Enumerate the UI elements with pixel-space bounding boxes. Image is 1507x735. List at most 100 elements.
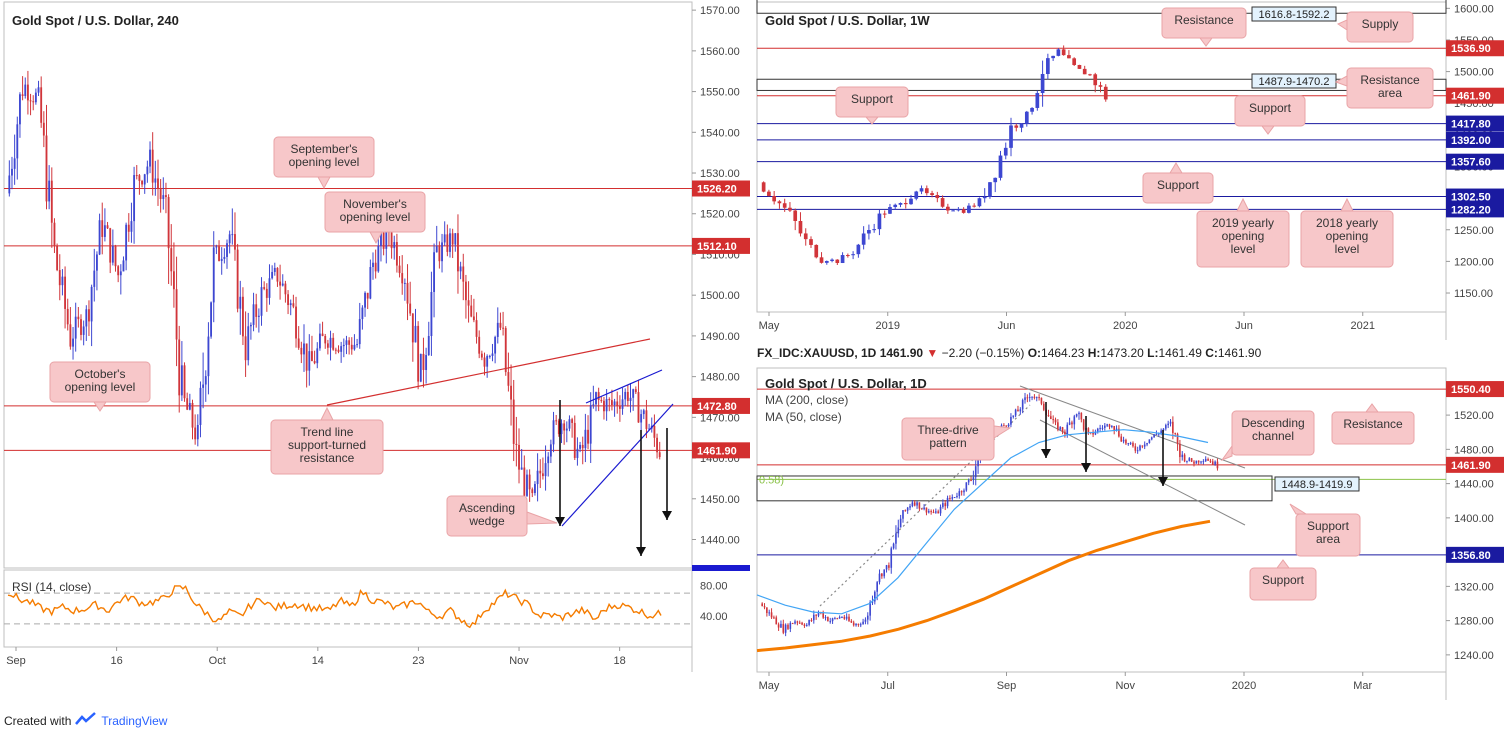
w1-ytick-label: 1200.00 xyxy=(1454,256,1494,268)
w1-level-tag xyxy=(1446,131,1504,148)
w1-candle xyxy=(867,230,871,234)
h4-candle xyxy=(382,232,385,249)
h4-candle xyxy=(98,220,101,255)
h4-xtick-label: Oct xyxy=(209,655,226,667)
d1-candle xyxy=(817,612,820,616)
h4-candle xyxy=(334,349,337,351)
h4-candle xyxy=(311,351,313,361)
h4-candle xyxy=(292,303,295,307)
h4-note-trend-text: resistance xyxy=(300,451,355,465)
h4-candle xyxy=(499,322,502,328)
d1-candle xyxy=(815,614,817,616)
h4-candle xyxy=(125,224,128,261)
h4-candle xyxy=(409,303,412,314)
w1-note-2018-text: opening xyxy=(1326,229,1369,243)
h4-candle xyxy=(337,349,340,352)
d1-candle xyxy=(1146,442,1148,445)
w1-candle xyxy=(1014,125,1019,128)
h4-candle xyxy=(236,249,239,309)
d1-candle xyxy=(1040,397,1043,404)
d1-candle xyxy=(1153,434,1155,438)
w1-candle xyxy=(1082,68,1087,75)
d1-candle xyxy=(812,614,815,621)
h4-candle xyxy=(483,357,486,367)
h4-candle xyxy=(93,270,96,287)
d1-three-drive-line xyxy=(819,404,1031,607)
w1-candle xyxy=(1093,74,1098,86)
h4-candle xyxy=(329,337,332,348)
h4-candle xyxy=(133,175,136,222)
h4-candle xyxy=(475,320,478,337)
h4-candle xyxy=(114,245,117,267)
h4-candle xyxy=(202,384,205,388)
h4-candle xyxy=(69,324,72,347)
h4-candle xyxy=(446,234,449,252)
w1-candle xyxy=(946,206,950,211)
w1-note-support2-text: Support xyxy=(1249,101,1292,115)
w1-candle xyxy=(988,182,992,197)
d1-xtick-label: Mar xyxy=(1353,680,1372,692)
h4-arrow-head xyxy=(636,547,646,556)
h4-candle xyxy=(422,353,425,370)
d1-arrow-head xyxy=(1081,463,1091,472)
d1-fib-label: 0.58) xyxy=(759,474,784,486)
d1-candle xyxy=(1113,425,1116,431)
d1-level-tag xyxy=(1446,546,1504,563)
d1-candle xyxy=(1148,439,1151,443)
w1-candle xyxy=(851,254,855,256)
tradingview-logo-icon[interactable] xyxy=(75,712,97,729)
d1-candle xyxy=(1071,422,1073,425)
h4-candle xyxy=(249,324,252,327)
h4-candle xyxy=(605,399,608,412)
w1-note-support2-box xyxy=(1234,95,1306,127)
w1-note-2019-text: level xyxy=(1231,242,1256,256)
d1-candle xyxy=(930,511,932,513)
h4-candle xyxy=(226,243,228,257)
w1-level-value: 1417.80 xyxy=(1451,119,1491,131)
d1-candle xyxy=(805,624,808,627)
w1-xtick-label: Jun xyxy=(1235,320,1253,332)
h4-candle xyxy=(518,444,520,470)
d1-note-channel-box xyxy=(1231,410,1315,456)
d1-candle xyxy=(827,617,829,622)
d1-candle xyxy=(1054,419,1057,423)
h4-candle xyxy=(507,372,510,386)
d1-candle xyxy=(1211,461,1214,465)
d1-candle xyxy=(796,621,799,623)
h4-candle xyxy=(459,266,462,272)
w1-note-support1-text: Support xyxy=(851,92,894,106)
d1-candle xyxy=(801,622,803,625)
d1-symbol-bar-part: L: xyxy=(1144,346,1159,360)
w1-candle xyxy=(993,177,998,183)
h4-wedge-upper xyxy=(585,369,663,404)
h4-candle xyxy=(170,248,173,272)
d1-candle xyxy=(852,622,855,626)
d1-candle xyxy=(834,618,836,620)
d1-candle xyxy=(1115,428,1118,431)
h4-candle xyxy=(642,410,645,415)
h4-candle xyxy=(358,319,361,345)
d1-candle xyxy=(1216,461,1219,469)
h4-candle xyxy=(255,304,258,317)
d1-note-resistance-text: Resistance xyxy=(1343,417,1403,431)
d1-candle xyxy=(773,617,775,619)
h4-trend-line xyxy=(326,338,651,406)
h4-candle xyxy=(276,267,279,282)
h4-candle xyxy=(579,444,582,449)
h4-candle xyxy=(58,270,61,286)
h4-candle xyxy=(419,353,422,382)
h4-candle xyxy=(512,399,515,444)
d1-candle xyxy=(1141,445,1144,447)
h4-candle xyxy=(552,420,555,445)
tradingview-brand[interactable]: TradingView xyxy=(101,713,168,728)
h4-candle xyxy=(130,221,133,232)
h4-xtick-label: Sep xyxy=(6,655,26,667)
d1-candle xyxy=(770,612,773,618)
w1-title: Gold Spot / U.S. Dollar, 1W xyxy=(765,13,930,28)
h4-candle xyxy=(414,325,417,343)
d1-candle xyxy=(916,502,918,506)
d1-candle xyxy=(1214,461,1216,465)
w1-note-2018-box xyxy=(1300,210,1394,268)
h4-ytick-label: 1440.00 xyxy=(700,534,740,546)
h4-candle xyxy=(194,427,197,440)
